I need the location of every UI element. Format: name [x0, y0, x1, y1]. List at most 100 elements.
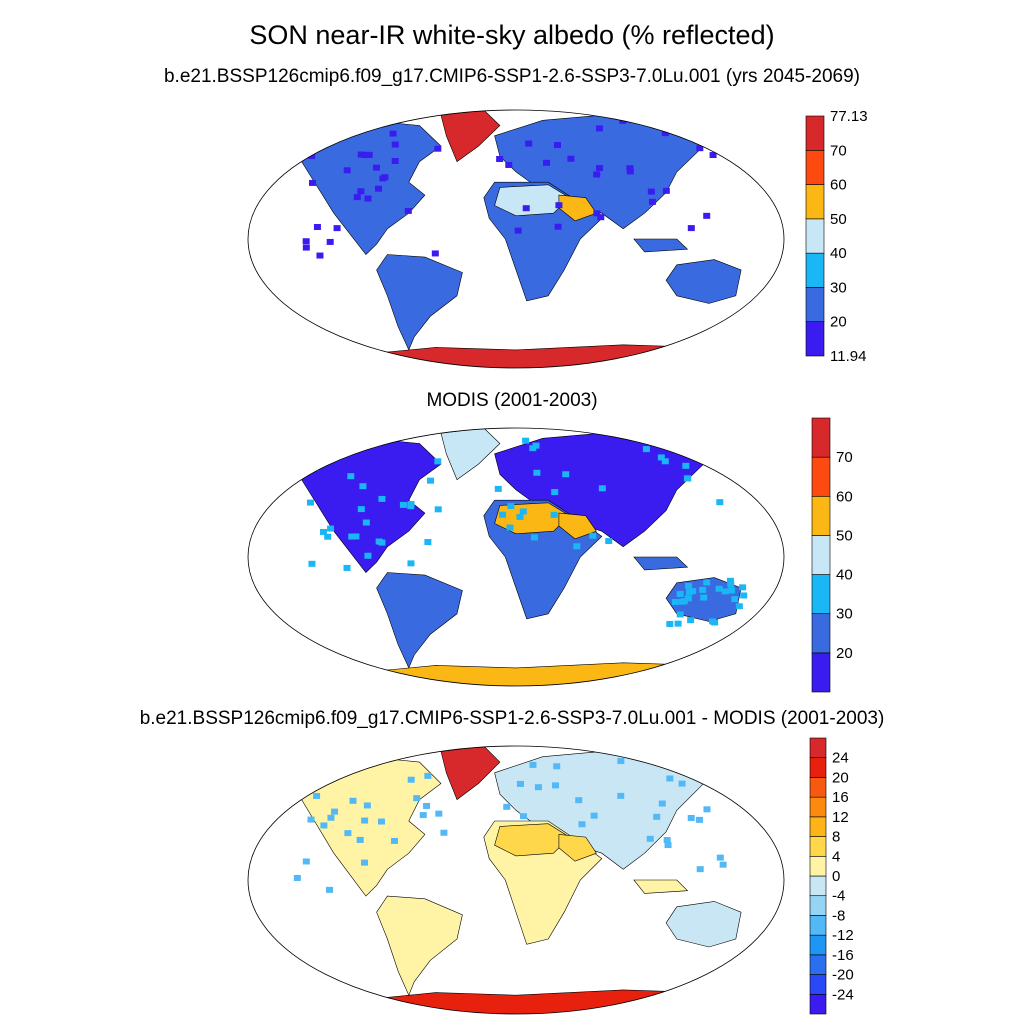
grid-cell — [374, 185, 382, 192]
colorbar-label: 60 — [836, 488, 853, 505]
colorbar-label: -12 — [832, 927, 854, 944]
grid-cell — [359, 483, 367, 490]
colorbar-label: 20 — [836, 645, 853, 662]
grid-cell — [326, 886, 334, 893]
grid-cell — [391, 141, 399, 148]
colorbar-box — [811, 535, 831, 575]
land-arabia — [558, 512, 597, 540]
colorbar-label: -16 — [832, 947, 854, 964]
colorbar-box — [809, 934, 827, 956]
grid-cell — [413, 795, 421, 802]
grid-cell — [326, 759, 334, 766]
grid-cell — [319, 528, 327, 535]
grid-cell — [356, 836, 364, 843]
grid-cell — [434, 145, 442, 152]
grid-cell — [589, 532, 597, 539]
grid-cell — [431, 250, 439, 257]
grid-cell — [605, 538, 613, 545]
map-border — [247, 427, 785, 687]
colorbar-label: 8 — [832, 829, 840, 846]
grid-cell — [529, 761, 537, 768]
grid-cell — [306, 499, 314, 506]
grid-cell — [676, 590, 684, 597]
grid-cell — [326, 238, 334, 245]
grid-cell — [317, 127, 325, 134]
colorbar-box — [811, 456, 831, 497]
grid-cell — [347, 473, 355, 480]
colorbar-box — [809, 954, 827, 975]
grid-cell — [407, 776, 415, 783]
map-border — [247, 109, 785, 369]
grid-cell — [424, 772, 432, 779]
grid-cell — [302, 244, 310, 251]
grid-cell — [343, 167, 351, 174]
grid-cell — [522, 205, 530, 212]
grid-cell — [676, 611, 684, 618]
grid-cell — [709, 152, 717, 159]
grid-cell — [719, 861, 727, 868]
grid-cell — [327, 525, 335, 532]
land-australia — [665, 901, 742, 948]
grid-cell — [626, 168, 634, 175]
grid-cell — [593, 171, 601, 178]
colorbar-box — [809, 974, 827, 995]
grid-cell — [327, 814, 335, 821]
land-indonesia — [633, 238, 689, 253]
colorbar-box — [809, 757, 827, 778]
grid-cell — [424, 539, 432, 546]
grid-cell — [593, 210, 601, 217]
grid-cell — [307, 816, 315, 823]
grid-cell — [309, 179, 317, 186]
grid-cell — [617, 792, 625, 799]
grid-cell — [496, 156, 504, 163]
grid-cell — [687, 617, 695, 624]
colorbar-box — [809, 777, 827, 798]
grid-cell — [349, 797, 357, 804]
grid-cell — [554, 223, 562, 230]
grid-cell — [352, 533, 360, 540]
grid-cell — [590, 812, 598, 819]
grid-cell — [684, 595, 692, 602]
grid-cell — [661, 130, 669, 137]
colorbar-label: 0 — [832, 868, 840, 885]
grid-cell — [357, 188, 365, 195]
grid-cell — [687, 225, 695, 232]
colorbar-label: 20 — [832, 769, 849, 786]
grid-cell — [663, 837, 671, 844]
grid-cell — [595, 125, 603, 132]
grid-cell — [642, 446, 650, 453]
colorbar-label: 30 — [830, 279, 847, 296]
grid-cell — [728, 587, 736, 594]
grid-cell — [308, 153, 316, 160]
colorbar-diff: 24 20 16 12 8 4 0 -4 -8 -12 -16 -20 -24 — [809, 737, 854, 1015]
grid-cell — [372, 164, 380, 171]
grid-cell — [357, 151, 365, 158]
grid-cell — [364, 552, 372, 559]
grid-cell — [313, 224, 321, 231]
grid-cell — [516, 513, 524, 520]
grid-cell — [658, 800, 666, 807]
panel-title-model: b.e21.BSSP126cmip6.f09_g17.CMIP6-SSP1-2.… — [163, 66, 861, 87]
grid-cell — [363, 802, 371, 809]
grid-cell — [716, 854, 724, 861]
colorbar-box — [805, 149, 825, 185]
colorbar-label: -4 — [832, 888, 845, 905]
grid-cell — [389, 130, 397, 137]
grid-cell — [519, 813, 527, 820]
grid-cell — [364, 195, 372, 202]
grid-cell — [555, 202, 563, 209]
colorbar-box — [811, 495, 831, 536]
land-southAmerica — [376, 895, 463, 996]
colorbar-model: 11.94 20 30 40 50 60 70 77.13 — [805, 108, 868, 365]
colorbar-box — [809, 895, 827, 916]
grid-cell — [343, 564, 351, 571]
grid-cell — [699, 586, 707, 593]
land-northAmerica — [290, 119, 442, 255]
grid-cell — [739, 584, 747, 591]
grid-cell — [552, 782, 560, 789]
grid-cell — [674, 620, 682, 627]
grid-cell — [596, 165, 604, 172]
colorbar-label: 4 — [832, 848, 840, 865]
land-sahara — [494, 184, 571, 217]
grid-cell — [519, 508, 527, 515]
